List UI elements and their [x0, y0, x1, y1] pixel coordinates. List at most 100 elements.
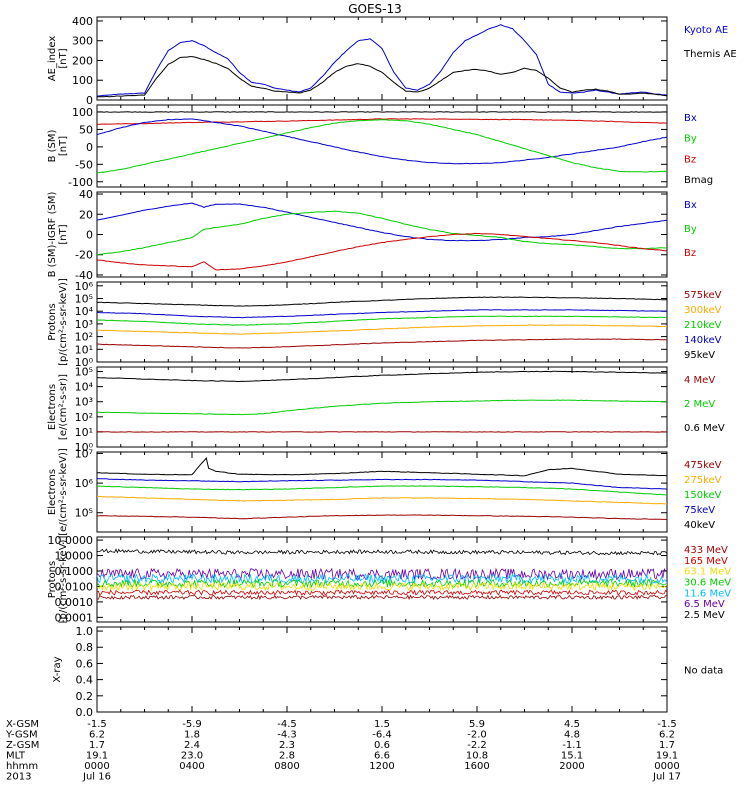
series-group	[97, 111, 667, 174]
series-2-5-mev	[97, 548, 667, 556]
ephemeris-value: 1.8	[184, 730, 200, 741]
y-tick-label: 10³	[75, 396, 93, 409]
y-tick-label: 10²	[75, 331, 93, 344]
ephemeris-row-label: 2013	[6, 772, 31, 783]
ephemeris-value: 5.9	[469, 719, 485, 730]
panel-bigrf: -40 -20 0 20 40 B (SM)-IGRF (SM) [nT] Bx By Bz	[47, 188, 697, 282]
series-300kev	[97, 324, 667, 335]
ephemeris-value: 0.6	[374, 740, 390, 751]
series-0-6-mev	[97, 370, 667, 382]
series-kyoto-ae	[97, 24, 667, 97]
legend-entry: 475keV	[684, 460, 722, 471]
y-tick-label: 10⁵	[75, 507, 93, 520]
ephemeris-value: 1.7	[89, 740, 105, 751]
y-tick-label: 0.0001	[55, 611, 94, 624]
legend-entry: 210keV	[684, 320, 722, 331]
series-bz	[97, 118, 667, 125]
ephemeris-value: -6.4	[372, 730, 392, 741]
ephemeris-row-label: Z-GSM	[6, 740, 39, 751]
legend-entry: Kyoto AE	[684, 25, 728, 36]
panel-frame	[96, 104, 668, 188]
series-575kev	[97, 338, 667, 349]
ephemeris-value: Jul 16	[82, 772, 111, 783]
ephemeris-value: -4.5	[277, 719, 297, 730]
series-themis-ae	[97, 56, 667, 98]
ephemeris-value: 1.7	[659, 740, 675, 751]
series-433-mev	[97, 594, 667, 601]
legend-entry: 433 MeV	[684, 545, 728, 556]
series-11-6-mev	[97, 572, 667, 585]
ephemeris-value: 2.8	[279, 751, 295, 762]
ephemeris-value: -1.1	[562, 740, 582, 751]
ephemeris-value: -5.9	[182, 719, 202, 730]
panel-frame	[96, 281, 668, 363]
ephemeris-value: 23.0	[181, 751, 203, 762]
ephemeris-value: 19.1	[656, 751, 678, 762]
y-tick-label: 50	[79, 123, 93, 136]
y-axis-label-line: [p/(cm²-s-sr-keV)]	[58, 536, 69, 624]
y-axis-label-line: [nT]	[58, 136, 69, 156]
ephemeris-value: 1200	[369, 761, 394, 772]
series-140kev	[97, 309, 667, 319]
legend-entry: Bx	[684, 200, 697, 211]
y-tick-label: 10¹	[75, 343, 93, 356]
series-group	[97, 548, 667, 601]
series-275kev	[97, 495, 667, 505]
ephemeris-value: 1600	[464, 761, 489, 772]
y-tick-label: -40	[75, 269, 93, 282]
ephemeris-value: 0000	[84, 761, 109, 772]
y-tick-label: -100	[68, 176, 93, 189]
legend-entry: 95keV	[684, 350, 715, 361]
y-tick-label: 0.4	[76, 674, 94, 687]
ephemeris-value: 0800	[274, 761, 299, 772]
y-tick-label: 10³	[75, 318, 93, 331]
y-tick-label: 100	[72, 106, 93, 119]
y-tick-label: -20	[75, 249, 93, 262]
legend-entry: 4 MeV	[684, 375, 715, 386]
series-150kev	[97, 485, 667, 496]
y-axis-label-line: B (SM)	[47, 129, 58, 162]
y-tick-label: 10⁵	[75, 293, 93, 306]
y-tick-label: 0	[86, 229, 93, 242]
panel-frame	[96, 16, 668, 101]
ephemeris-row-label: X-GSM	[6, 719, 39, 730]
legend-entry: 2 MeV	[684, 399, 715, 410]
ephemeris-value: 15.1	[561, 751, 583, 762]
panel-elec2: 10⁵ 10⁶ 10⁷ Electrons [e/(cm²-s-sr-keV)] 475k…	[47, 447, 722, 535]
legend-entry: Bx	[684, 113, 697, 124]
series-95kev	[97, 296, 667, 307]
legend-entry: 575keV	[684, 290, 722, 301]
y-tick-label: 400	[72, 15, 93, 28]
series-6-5-mev	[97, 567, 667, 581]
ephemeris-row-label: Y-GSM	[5, 730, 38, 741]
y-axis-label: Protons [p/(cm²-s-sr-keV)]	[47, 536, 69, 624]
series-75kev	[97, 478, 667, 490]
y-tick-label: 300	[72, 35, 93, 48]
panel-frame	[96, 366, 668, 448]
y-tick-label: 10⁶	[75, 477, 94, 490]
y-tick-label: 1.0000	[55, 550, 94, 563]
ephemeris-value: 2.4	[184, 740, 200, 751]
ephemeris-value: 19.1	[86, 751, 108, 762]
legend-entry: 140keV	[684, 335, 722, 346]
ephemeris-value: 2.3	[279, 740, 295, 751]
legend-entry: Bz	[684, 248, 696, 259]
y-tick-label: 40	[79, 188, 93, 201]
ephemeris-value: -2.0	[467, 730, 487, 741]
y-axis-label-line: Protons	[47, 561, 58, 598]
ephemeris-value: 4.5	[564, 719, 580, 730]
panel-elec1: 10⁰ 10¹ 10² 10³ 10⁴ 10⁵ Electrons [e/(cm²-s-sr)…	[47, 366, 725, 454]
legend-entry: Bmag	[684, 175, 713, 186]
ephemeris-row-label: hhmm	[6, 761, 38, 772]
series-63-1-mev	[97, 581, 667, 592]
series-group	[97, 24, 667, 98]
series-bmag	[97, 111, 667, 113]
ephemeris-value: -1.5	[657, 719, 677, 730]
y-tick-label: 0	[86, 94, 93, 107]
y-axis-label-line: [nT]	[58, 48, 69, 68]
no-data-note: No data	[684, 666, 723, 677]
y-axis-label-line: X-ray	[52, 656, 63, 682]
y-axis-label: Electrons [e/(cm²-s-sr)]	[47, 374, 69, 440]
